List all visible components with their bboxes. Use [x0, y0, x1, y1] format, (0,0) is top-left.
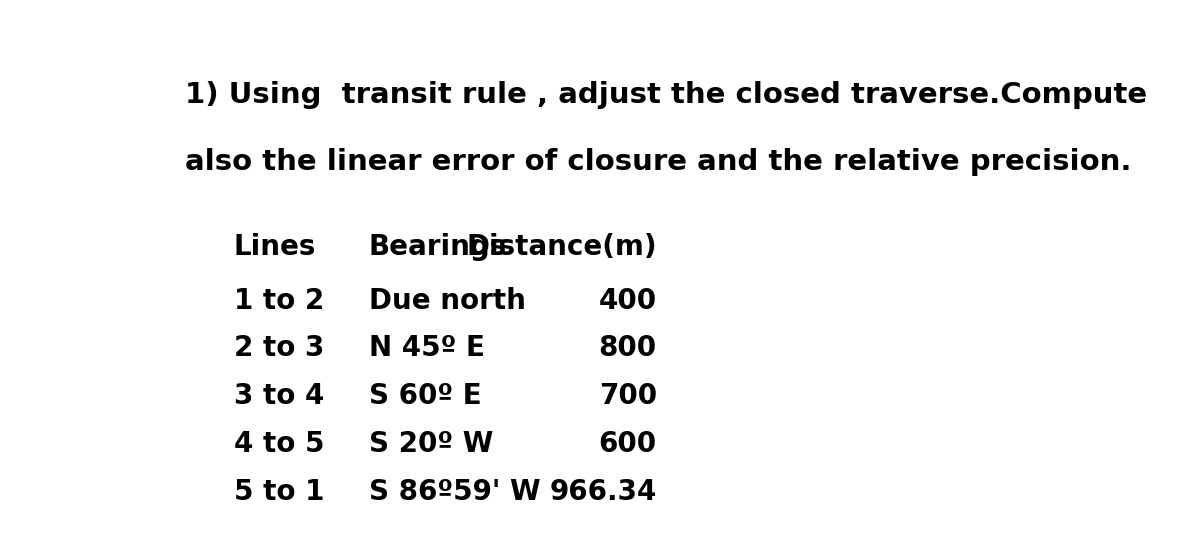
Text: 2 to 3: 2 to 3 — [234, 334, 324, 362]
Text: 4 to 5: 4 to 5 — [234, 430, 324, 458]
Text: 400: 400 — [599, 287, 656, 315]
Text: Due north: Due north — [368, 287, 526, 315]
Text: also the linear error of closure and the relative precision.: also the linear error of closure and the… — [185, 148, 1132, 176]
Text: N 45º E: N 45º E — [368, 334, 485, 362]
Text: 800: 800 — [599, 334, 656, 362]
Text: 3 to 4: 3 to 4 — [234, 382, 324, 410]
Text: 966.34: 966.34 — [550, 478, 656, 506]
Text: S 60º E: S 60º E — [368, 382, 481, 410]
Text: 600: 600 — [599, 430, 656, 458]
Text: 1) Using  transit rule , adjust the closed traverse.Compute: 1) Using transit rule , adjust the close… — [185, 81, 1147, 109]
Text: S 20º W: S 20º W — [368, 430, 493, 458]
Text: 700: 700 — [599, 382, 656, 410]
Text: S 86º59' W: S 86º59' W — [368, 478, 540, 506]
Text: Distance(m): Distance(m) — [467, 233, 656, 261]
Text: Lines: Lines — [234, 233, 316, 261]
Text: 1 to 2: 1 to 2 — [234, 287, 324, 315]
Text: Bearings: Bearings — [368, 233, 506, 261]
Text: 5 to 1: 5 to 1 — [234, 478, 324, 506]
